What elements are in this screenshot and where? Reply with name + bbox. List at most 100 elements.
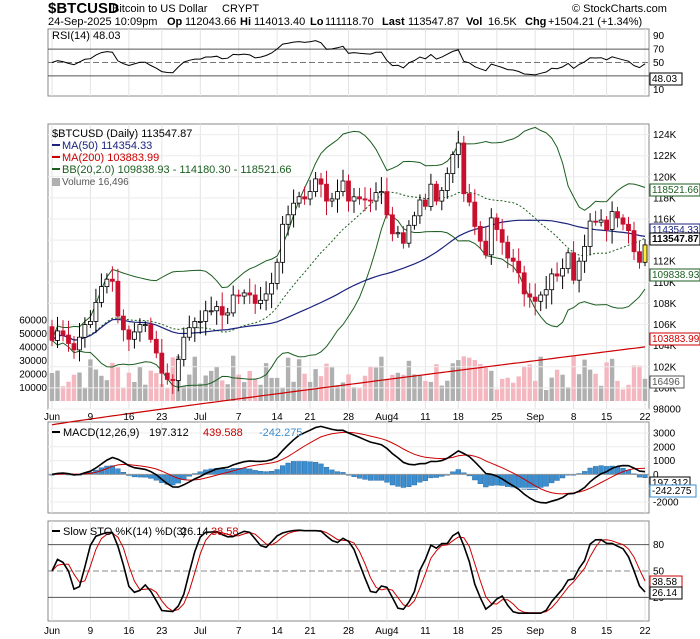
candle-body (225, 312, 231, 316)
volume-bar (395, 372, 401, 401)
candle-body (631, 230, 637, 253)
volume-bar (165, 388, 170, 401)
candle-body (521, 272, 527, 295)
candle-body (483, 240, 489, 256)
rsi-axis: 9070503010 (48, 31, 665, 96)
candle-body (510, 257, 516, 262)
candle-body (313, 178, 319, 192)
volume-bar (631, 365, 637, 401)
watermark: © StockCharts.com (572, 3, 667, 15)
volume-tick-label: 40000 (19, 343, 47, 354)
rsi-tick-label: 10 (653, 85, 665, 96)
candle-body (461, 142, 467, 195)
volume-bar (554, 369, 560, 401)
volume-bar (198, 383, 203, 401)
legend-volume: Volume 16,496 (62, 177, 129, 188)
candle-body (532, 296, 538, 302)
candle-body (642, 244, 648, 263)
candle-body (219, 306, 225, 316)
candle-body (593, 220, 598, 223)
candle-body (527, 293, 533, 298)
volume-bar (77, 372, 82, 401)
volume-bar (209, 370, 214, 401)
volume-bar (642, 378, 648, 401)
x-axis-label: Jul (194, 412, 207, 423)
rsi-tick-label: 50 (653, 58, 665, 69)
badge-last: 113547.87 (652, 234, 699, 245)
x-axis-label: Jun (44, 412, 60, 423)
candle-body (274, 261, 280, 284)
sto-badge-1: 38.58 (652, 577, 677, 588)
price-tick-label: 118K (653, 193, 676, 204)
x-axis-label: Sep (526, 626, 544, 637)
candle-body (104, 278, 110, 288)
x-axis-label: 15 (601, 412, 613, 423)
volume-bar (88, 359, 93, 401)
candle-body (571, 252, 576, 281)
badge-volume: 16496 (652, 377, 680, 388)
macd-hist-bar (247, 468, 253, 475)
candle-body (499, 229, 505, 243)
x-axis-labels-bottom: Jun 9 16 23 Jul 7 14 21 28 Aug4 11 18 25 Sep 8 15 22 (44, 626, 651, 637)
volume-bar (500, 378, 505, 401)
x-axis-labels: Jun 9 16 23 Jul 7 14 21 28 Aug4 11 18 25 Sep 8 15 22 (44, 412, 651, 423)
candle-body (373, 192, 379, 202)
macd-hist-bar (422, 474, 429, 481)
candle-body (93, 301, 99, 322)
low-label: Lo (310, 16, 324, 28)
candle-body (55, 330, 60, 341)
x-axis-label: 25 (491, 626, 503, 637)
volume-bar (615, 380, 620, 401)
rsi-label: RSI(14) 48.03 (52, 30, 120, 42)
last-value: 113547.87 (408, 16, 459, 28)
macd-hist-bar (532, 474, 538, 490)
candle-body (609, 211, 615, 230)
candle-body (488, 217, 494, 256)
volume-tick-label: 60000 (19, 316, 47, 327)
candle-body (428, 183, 434, 207)
x-axis-label: Jul (194, 626, 207, 637)
x-axis-label: Aug4 (375, 626, 399, 637)
candle-body (505, 241, 511, 259)
volume-bar (384, 378, 390, 401)
macd-badge-1: 197.312 (652, 478, 689, 489)
low-value: 111118.70 (325, 16, 374, 28)
x-axis-label: 16 (123, 412, 135, 423)
candle-body (477, 225, 483, 242)
x-axis-label: 8 (571, 626, 577, 637)
candle-body (252, 294, 258, 304)
candle-body (389, 214, 395, 235)
x-axis-label: 14 (272, 626, 284, 637)
macd-hist-bar (148, 474, 154, 479)
open-label: Op (167, 16, 183, 28)
candle-body (269, 282, 275, 295)
volume-bar (60, 386, 66, 401)
macd-hist-bar (400, 474, 407, 489)
volume-bar (220, 380, 225, 401)
high-label: Hi (240, 16, 251, 28)
candle-body (565, 252, 571, 270)
candle-body (66, 334, 71, 344)
x-axis-label: 14 (272, 412, 284, 423)
macd-hist-bar (373, 474, 379, 481)
macd-label: MACD(12,26,9) (63, 427, 139, 439)
volume-bar (428, 381, 434, 401)
price-tick-label: 120K (653, 172, 677, 183)
candle-body (637, 251, 642, 263)
candle-body (280, 223, 286, 263)
candle-body (411, 215, 417, 226)
x-axis-label: 18 (453, 626, 465, 637)
x-axis-label: 28 (343, 412, 355, 423)
macd-hist-bar (549, 474, 555, 484)
candle-body (395, 232, 401, 235)
candle-body (186, 327, 192, 338)
x-axis-label: 8 (571, 412, 577, 423)
volume-bar (533, 380, 538, 401)
candle-body (115, 280, 121, 317)
macd-hist-bar (543, 474, 549, 487)
candle-body (49, 326, 55, 341)
candle-body (99, 286, 104, 303)
candle-body (88, 320, 93, 325)
candle-body (247, 292, 253, 296)
